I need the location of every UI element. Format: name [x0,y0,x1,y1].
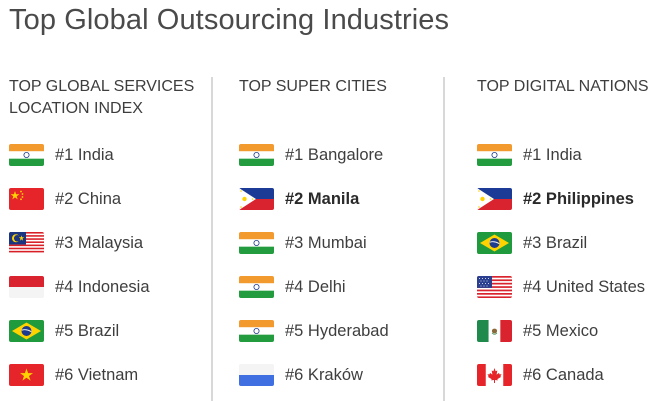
list-item-label: #4 Indonesia [55,277,150,296]
list-item-label: #1 India [55,145,114,164]
list-item: #2 Manila [239,187,359,211]
column-divider [443,77,445,401]
column-header: TOP GLOBAL SERVICES LOCATION INDEX [9,76,194,120]
column-header-line: TOP SUPER CITIES [239,78,387,95]
malaysia-flag-icon [9,232,44,254]
column-digital-nations: TOP DIGITAL NATIONS #1 India #2 Philippi… [477,70,653,401]
list-item-label: #4 Delhi [285,277,346,296]
list-item: #1 India [477,143,582,167]
list-item: #3 Brazil [477,231,587,255]
india-flag-icon [239,276,274,298]
list-item-label: #1 Bangalore [285,145,384,164]
united-states-flag-icon [477,276,512,298]
column-header-line: TOP GLOBAL SERVICES [9,78,195,95]
list-item: #5 Brazil [9,319,119,343]
list-item-label: #2 Manila [285,189,360,208]
list-item-label: #5 Hyderabad [285,321,389,340]
list-item: #6 Kraków [239,363,363,387]
list-item: #4 Indonesia [9,275,150,299]
brazil-flag-icon [9,320,44,342]
list-item-label: #5 Brazil [55,321,120,340]
list-item: #6 Vietnam [9,363,138,387]
list-item: #1 Bangalore [239,143,383,167]
canada-flag-icon [477,364,512,386]
list-item: #2 China [9,187,121,211]
column-header: TOP SUPER CITIES [239,76,387,98]
list-item-label: #6 Vietnam [55,365,139,384]
india-flag-icon [239,144,274,166]
india-flag-icon [239,232,274,254]
list-item: #3 Malaysia [9,231,143,255]
philippines-flag-icon [239,188,274,210]
list-item-label: #1 India [523,145,582,164]
column-super-cities: TOP SUPER CITIES #1 Bangalore #2 Manila … [239,70,429,401]
mexico-flag-icon [477,320,512,342]
list-item-label: #6 Kraków [285,365,363,384]
list-item-label: #3 Brazil [523,233,588,252]
list-item: #4 United States [477,275,645,299]
list-item-label: #2 Philippines [523,189,634,208]
list-item: #3 Mumbai [239,231,367,255]
column-divider [211,77,213,401]
list-item: #6 Canada [477,363,604,387]
brazil-flag-icon [477,232,512,254]
list-item-label: #3 Malaysia [55,233,144,252]
india-flag-icon [239,320,274,342]
list-item: #5 Mexico [477,319,598,343]
india-flag-icon [477,144,512,166]
column-header-line: TOP DIGITAL NATIONS [477,78,649,95]
poland-flag-icon [239,364,274,386]
column-header-line: LOCATION INDEX [9,100,143,117]
list-item: #4 Delhi [239,275,346,299]
list-item-label: #6 Canada [523,365,604,384]
india-flag-icon [9,144,44,166]
china-flag-icon [9,188,44,210]
list-item-label: #3 Mumbai [285,233,367,252]
list-item: #5 Hyderabad [239,319,389,343]
list-item-label: #2 China [55,189,122,208]
list-item: #2 Philippines [477,187,634,211]
vietnam-flag-icon [9,364,44,386]
list-item-label: #4 United States [523,277,645,296]
indonesia-flag-icon [9,276,44,298]
column-header: TOP DIGITAL NATIONS [477,76,649,98]
philippines-flag-icon [477,188,512,210]
list-item-label: #5 Mexico [523,321,599,340]
page-title: Top Global Outsourcing Industries [9,4,450,36]
column-global-services: TOP GLOBAL SERVICES LOCATION INDEX #1 In… [9,70,209,401]
list-item: #1 India [9,143,114,167]
